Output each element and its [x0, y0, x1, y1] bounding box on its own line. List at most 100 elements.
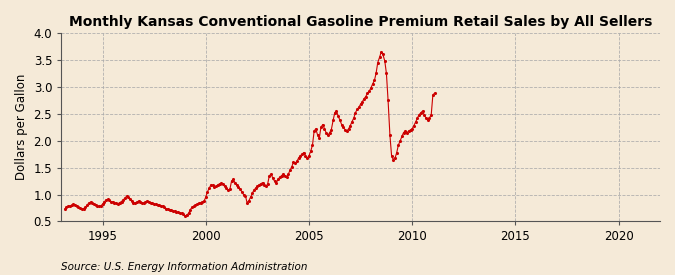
- Point: [242, 200, 252, 205]
- Point: [225, 187, 236, 191]
- Point: [144, 199, 155, 204]
- Point: [278, 172, 289, 176]
- Point: [217, 182, 228, 186]
- Point: [213, 183, 223, 187]
- Point: [140, 200, 151, 204]
- Point: [350, 111, 361, 115]
- Point: [200, 195, 211, 199]
- Point: [395, 139, 406, 143]
- Point: [221, 186, 232, 190]
- Point: [133, 199, 144, 203]
- Point: [138, 201, 149, 205]
- Point: [209, 185, 220, 189]
- Point: [286, 164, 297, 169]
- Point: [130, 201, 140, 205]
- Point: [369, 78, 380, 82]
- Point: [360, 94, 371, 99]
- Point: [214, 182, 225, 186]
- Point: [269, 179, 280, 183]
- Point: [267, 176, 278, 181]
- Point: [418, 113, 429, 117]
- Point: [405, 128, 416, 132]
- Point: [371, 71, 381, 76]
- Point: [247, 191, 258, 196]
- Point: [252, 184, 263, 189]
- Point: [135, 199, 146, 204]
- Point: [245, 195, 256, 199]
- Point: [345, 123, 356, 128]
- Point: [396, 134, 407, 139]
- Point: [59, 207, 70, 211]
- Point: [416, 111, 427, 115]
- Point: [63, 204, 74, 209]
- Point: [354, 105, 364, 109]
- Point: [180, 214, 190, 218]
- Point: [307, 143, 318, 147]
- Point: [250, 186, 261, 190]
- Point: [154, 203, 165, 208]
- Point: [87, 200, 98, 205]
- Point: [314, 136, 325, 140]
- Point: [182, 213, 192, 217]
- Point: [263, 182, 273, 186]
- Point: [147, 201, 158, 205]
- Point: [238, 192, 249, 197]
- Point: [266, 172, 277, 176]
- Point: [271, 180, 281, 185]
- Point: [78, 206, 89, 211]
- Point: [305, 149, 316, 154]
- Point: [94, 204, 105, 209]
- Point: [159, 205, 170, 210]
- Point: [99, 200, 109, 204]
- Point: [329, 111, 340, 115]
- Point: [167, 208, 178, 213]
- Point: [421, 116, 431, 120]
- Point: [308, 129, 319, 133]
- Point: [219, 184, 230, 189]
- Point: [414, 113, 425, 117]
- Point: [261, 184, 271, 189]
- Point: [169, 209, 180, 213]
- Point: [151, 202, 161, 207]
- Point: [317, 122, 328, 127]
- Point: [85, 200, 96, 204]
- Point: [202, 190, 213, 194]
- Point: [173, 210, 184, 214]
- Point: [137, 200, 148, 205]
- Point: [342, 129, 352, 133]
- Point: [223, 188, 234, 192]
- Point: [333, 114, 344, 119]
- Point: [240, 193, 251, 198]
- Point: [288, 160, 299, 164]
- Point: [393, 143, 404, 147]
- Point: [412, 116, 423, 120]
- Point: [374, 55, 385, 59]
- Point: [429, 91, 440, 95]
- Point: [279, 174, 290, 178]
- Point: [400, 129, 411, 133]
- Point: [192, 202, 202, 207]
- Point: [164, 207, 175, 212]
- Point: [148, 202, 159, 206]
- Point: [410, 120, 421, 124]
- Point: [408, 123, 419, 128]
- Point: [142, 199, 153, 203]
- Point: [198, 199, 209, 203]
- Point: [178, 212, 189, 217]
- Point: [236, 190, 247, 194]
- Point: [205, 183, 216, 187]
- Point: [175, 211, 186, 215]
- Point: [328, 118, 339, 122]
- Point: [381, 71, 392, 76]
- Point: [255, 182, 266, 186]
- Point: [274, 175, 285, 180]
- Point: [117, 198, 128, 202]
- Point: [254, 183, 265, 187]
- Point: [367, 82, 378, 86]
- Point: [388, 157, 399, 162]
- Point: [424, 116, 435, 120]
- Point: [113, 202, 124, 206]
- Point: [128, 200, 139, 205]
- Point: [273, 177, 284, 182]
- Point: [122, 194, 132, 198]
